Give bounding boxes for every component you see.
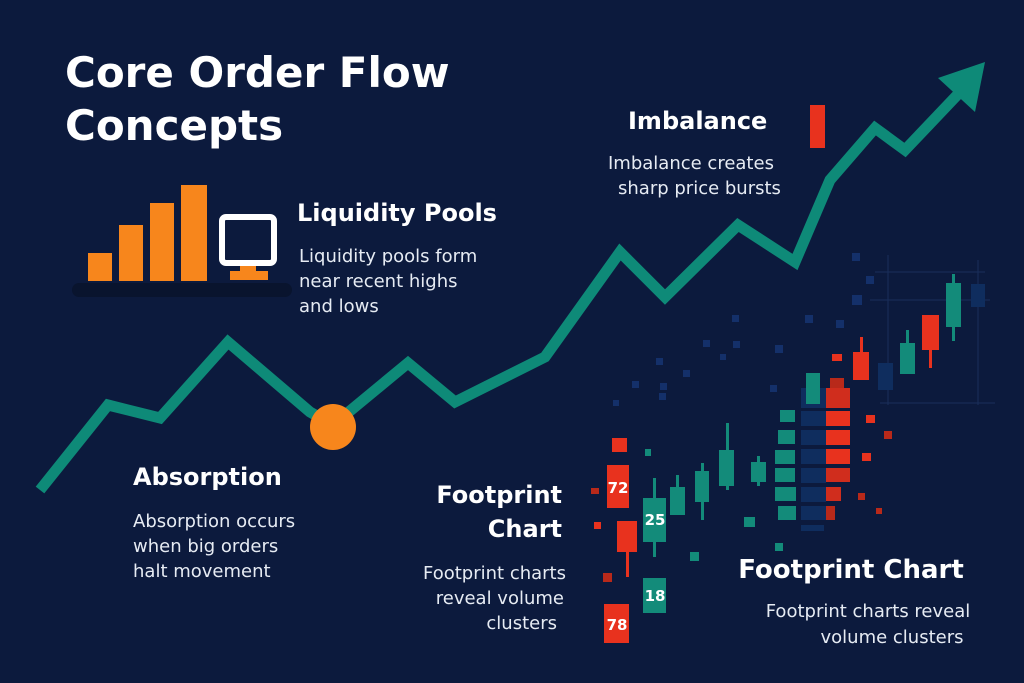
liquidity-heading: Liquidity Pools bbox=[297, 199, 497, 227]
footprint-left-heading: Chart bbox=[488, 515, 562, 543]
footprint-left-heading: Footprint bbox=[436, 481, 562, 509]
scatter-squares bbox=[613, 253, 874, 406]
absorption-body: Absorption occurs bbox=[133, 511, 295, 532]
imbalance-body: Imbalance creates bbox=[608, 153, 774, 174]
absorption-point bbox=[310, 404, 356, 450]
liquidity-body: near recent highs bbox=[299, 271, 458, 292]
absorption-heading: Absorption bbox=[133, 463, 282, 491]
bar-chart-icon bbox=[72, 185, 292, 297]
candle-18 bbox=[643, 578, 666, 613]
candle-25 bbox=[643, 498, 666, 542]
footprint-right-heading: Footprint Chart bbox=[738, 555, 964, 585]
absorption-body: when big orders bbox=[133, 536, 278, 557]
footprint-left-candles bbox=[591, 423, 783, 643]
imbalance-heading: Imbalance bbox=[628, 107, 767, 135]
footprint-left-body: clusters bbox=[486, 613, 557, 634]
footprint-number: 72 bbox=[608, 479, 629, 497]
footprint-number: 18 bbox=[645, 587, 666, 605]
imbalance-body: sharp price bursts bbox=[618, 178, 781, 199]
liquidity-body: and lows bbox=[299, 296, 379, 317]
footprint-right-body: volume clusters bbox=[821, 627, 964, 648]
liquidity-body: Liquidity pools form bbox=[299, 246, 477, 267]
trend-line bbox=[35, 86, 966, 494]
page-title-line1: Core Order Flow bbox=[65, 48, 450, 97]
monitor-icon bbox=[219, 214, 277, 280]
candle-72 bbox=[607, 465, 629, 508]
footprint-number: 78 bbox=[607, 616, 628, 634]
page-title-line2: Concepts bbox=[65, 101, 283, 150]
imbalance-bar bbox=[810, 105, 825, 148]
candle-78 bbox=[604, 604, 629, 643]
trend-arrow-icon bbox=[938, 62, 985, 112]
footprint-cluster bbox=[775, 274, 985, 531]
footprint-right-body: Footprint charts reveal bbox=[766, 601, 971, 622]
absorption-body: halt movement bbox=[133, 561, 271, 582]
footprint-left-body: Footprint charts bbox=[423, 563, 566, 584]
footprint-left-body: reveal volume bbox=[436, 588, 564, 609]
footprint-number: 25 bbox=[645, 511, 666, 529]
